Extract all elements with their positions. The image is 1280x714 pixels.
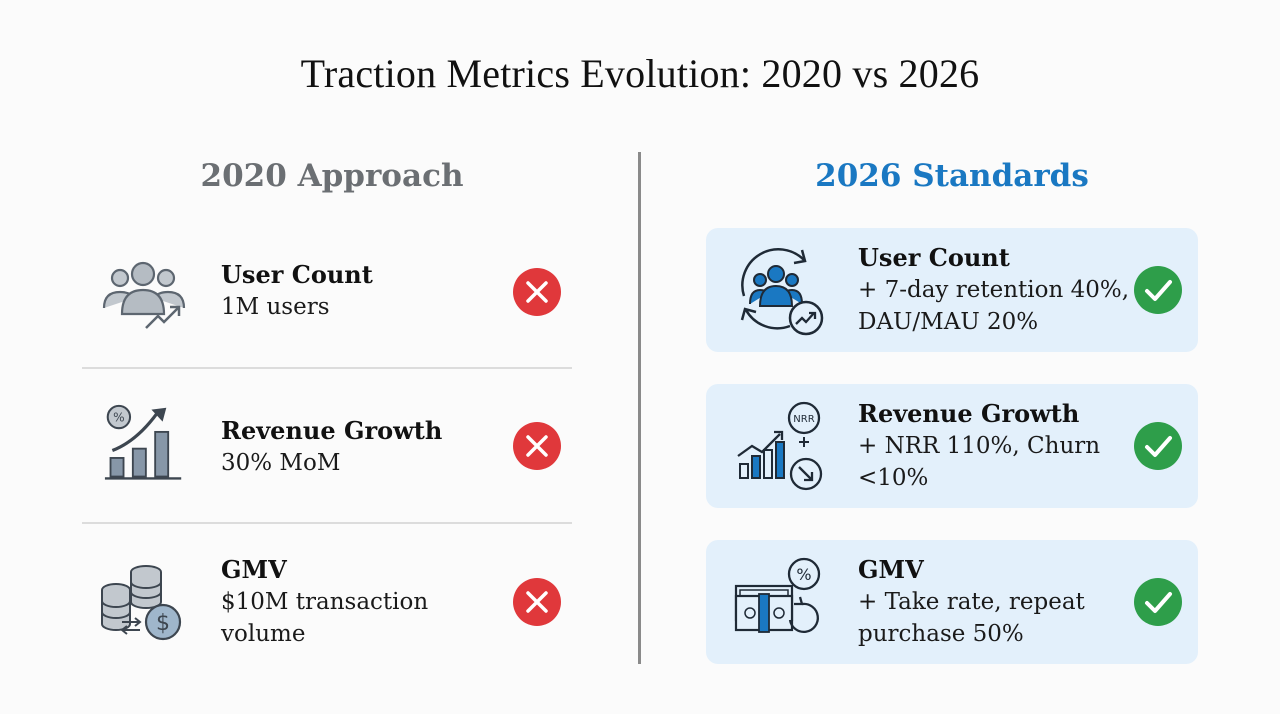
nrr-badge-label: NRR (793, 414, 814, 425)
page-title: Traction Metrics Evolution: 2020 vs 2026 (300, 51, 980, 96)
users-growth-icon (102, 261, 186, 329)
metric-desc: + Take rate, repeat purchase 50% (858, 589, 1085, 647)
metric-name: User Count (221, 260, 373, 289)
percent-badge-label: % (796, 565, 811, 584)
check-circle-icon (1134, 422, 1182, 470)
users-cycle-icon (740, 248, 824, 336)
row-separator (82, 522, 572, 524)
card-gmv: % GMV + Take rate, repeat purchase 50% (706, 540, 1198, 664)
card-user-count: User Count + 7-day retention 40%, DAU/MA… (706, 228, 1198, 352)
metric-name: GMV (858, 555, 924, 584)
nrr-chart-icon: NRR (737, 401, 823, 491)
revenue-chart-icon: % (104, 404, 182, 480)
svg-text:$: $ (156, 611, 170, 636)
metric-desc: $10M transaction volume (221, 589, 429, 647)
metric-name: Revenue Growth (221, 416, 443, 445)
left-row-user-count: User Count 1M users (82, 218, 572, 368)
metric-desc: + 7-day retention 40%, DAU/MAU 20% (858, 277, 1130, 335)
metric-desc: + NRR 110%, Churn <10% (858, 433, 1101, 491)
left-column-heading: 2020 Approach (200, 158, 464, 194)
x-circle-icon (513, 422, 561, 470)
left-row-gmv: $ GMV $10M transaction volume (82, 526, 572, 676)
card-revenue-growth: NRR Revenue Growth + NRR 110%, Churn <10… (706, 384, 1198, 508)
check-circle-icon (1134, 578, 1182, 626)
metric-name: GMV (221, 555, 287, 584)
column-divider (638, 152, 641, 664)
cash-percent-icon: % (734, 557, 821, 633)
left-row-revenue-growth: % Revenue Growth 30% MoM (82, 370, 572, 520)
check-circle-icon (1134, 266, 1182, 314)
coins-dollar-icon: $ (101, 565, 182, 641)
metric-name: User Count (858, 243, 1010, 272)
row-separator (82, 367, 572, 369)
metric-desc: 30% MoM (221, 450, 341, 476)
metric-name: Revenue Growth (858, 399, 1080, 428)
svg-text:%: % (113, 411, 124, 425)
right-column-heading: 2026 Standards (815, 158, 1089, 194)
metric-desc: 1M users (221, 294, 330, 320)
x-circle-icon (513, 268, 561, 316)
x-circle-icon (513, 578, 561, 626)
